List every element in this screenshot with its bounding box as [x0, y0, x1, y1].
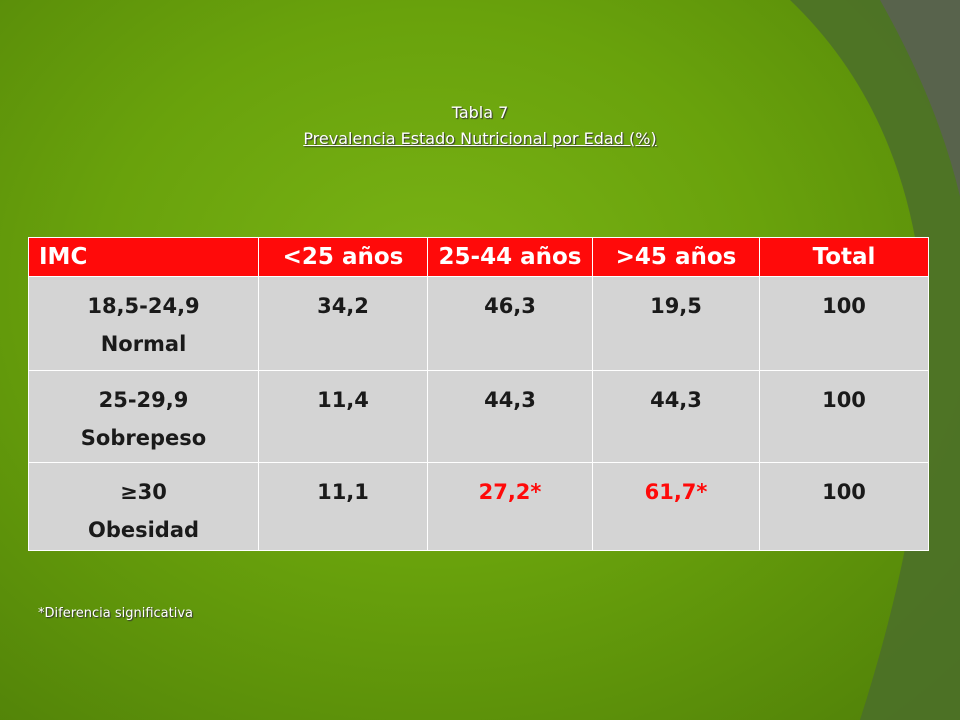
value-under-25: 11,1: [258, 462, 428, 551]
row-label: 25-29,9 Sobrepeso: [28, 370, 259, 463]
value-over-45: 44,3: [592, 370, 760, 463]
table-row-obesidad: ≥30 Obesidad 11,1 27,2* 61,7* 100: [28, 462, 929, 551]
row-label: 18,5-24,9 Normal: [28, 276, 259, 371]
imc-category: Obesidad: [87, 518, 200, 542]
value-25-44-significant: 27,2*: [427, 462, 593, 551]
table-header-row: IMC <25 años 25-44 años >45 años Total: [28, 237, 929, 277]
value-over-45: 19,5: [592, 276, 760, 371]
table-title: Tabla 7: [451, 103, 509, 122]
header-25-44: 25-44 años: [427, 237, 593, 277]
table-row-normal: 18,5-24,9 Normal 34,2 46,3 19,5 100: [28, 276, 929, 371]
footnote: *Diferencia significativa: [38, 606, 194, 621]
header-imc: IMC: [28, 237, 259, 277]
table-subtitle: Prevalencia Estado Nutricional por Edad …: [303, 129, 657, 148]
title-block: Tabla 7 Prevalencia Estado Nutricional p…: [0, 100, 960, 152]
prevalence-table: IMC <25 años 25-44 años >45 años Total 1…: [28, 237, 929, 551]
value-under-25: 34,2: [258, 276, 428, 371]
value-total: 100: [759, 276, 929, 371]
imc-range: 18,5-24,9: [87, 294, 200, 318]
imc-category: Sobrepeso: [80, 426, 207, 450]
imc-range: ≥30: [120, 480, 167, 504]
imc-category: Normal: [100, 332, 187, 356]
row-label: ≥30 Obesidad: [28, 462, 259, 551]
header-over-45: >45 años: [592, 237, 760, 277]
imc-range: 25-29,9: [98, 388, 189, 412]
table-row-sobrepeso: 25-29,9 Sobrepeso 11,4 44,3 44,3 100: [28, 370, 929, 463]
value-total: 100: [759, 370, 929, 463]
value-over-45-significant: 61,7*: [592, 462, 760, 551]
value-25-44: 44,3: [427, 370, 593, 463]
value-under-25: 11,4: [258, 370, 428, 463]
value-total: 100: [759, 462, 929, 551]
header-total: Total: [759, 237, 929, 277]
value-25-44: 46,3: [427, 276, 593, 371]
header-under-25: <25 años: [258, 237, 428, 277]
